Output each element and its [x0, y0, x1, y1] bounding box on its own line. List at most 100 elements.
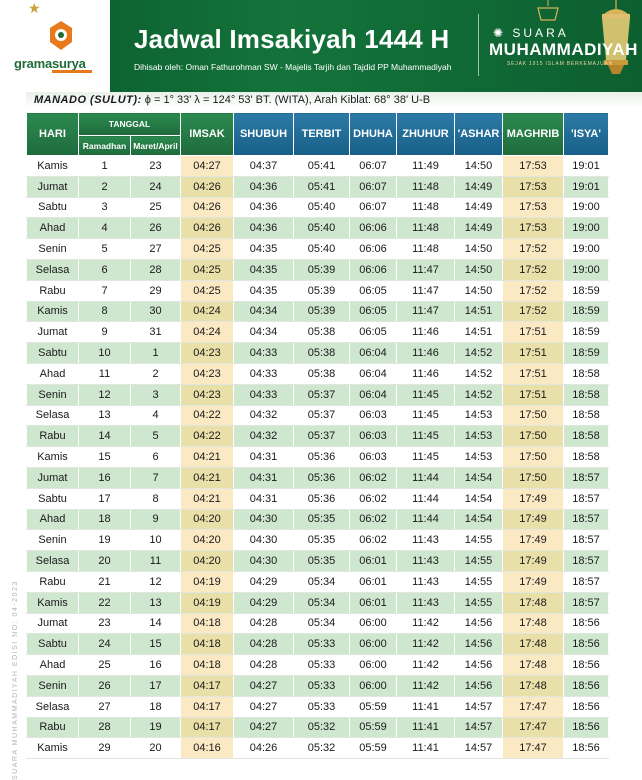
cell-maret-april: 28	[130, 259, 181, 281]
cell-maret-april: 15	[130, 633, 181, 656]
cell-ashar: 14:56	[454, 654, 503, 676]
cell-isya: 18:57	[563, 509, 609, 531]
cell-terbit: 05:32	[293, 717, 350, 739]
cell-shubuh: 04:35	[233, 280, 294, 302]
cell-maghrib: 17:53	[502, 176, 564, 198]
table-row: Kamis 15 6 04:21 04:31 05:36 06:03 11:45 14:53 17…	[26, 446, 609, 468]
cell-ashar: 14:50	[454, 280, 503, 302]
cell-shubuh: 04:27	[233, 675, 294, 697]
cell-maret-april: 7	[130, 467, 181, 489]
cell-maghrib: 17:53	[502, 197, 564, 219]
cell-ramadhan: 8	[78, 301, 131, 323]
cell-ramadhan: 1	[78, 155, 131, 177]
star-icon: ★	[28, 0, 41, 16]
cell-terbit: 05:35	[293, 550, 350, 572]
cell-ramadhan: 6	[78, 259, 131, 281]
cell-imsak: 04:17	[180, 675, 234, 697]
header-imsak: IMSAK	[180, 112, 234, 156]
cell-isya: 18:58	[563, 425, 609, 448]
brand-tagline: SEJAK 1915 ISLAM BERKEMAJUAN	[507, 61, 614, 67]
cell-ashar: 14:57	[454, 717, 503, 739]
cell-terbit: 05:34	[293, 613, 350, 635]
cell-ashar: 14:49	[454, 176, 503, 198]
cell-maghrib: 17:49	[502, 529, 564, 552]
cell-terbit: 05:36	[293, 446, 350, 468]
cell-maghrib: 17:49	[502, 550, 564, 572]
cell-maret-april: 9	[130, 509, 181, 531]
cell-dhuha: 06:02	[349, 529, 397, 552]
cell-dhuha: 05:59	[349, 696, 397, 718]
cell-ramadhan: 9	[78, 321, 131, 344]
cell-isya: 18:58	[563, 384, 609, 406]
cell-zhuhur: 11:42	[396, 633, 455, 656]
cell-isya: 19:00	[563, 259, 609, 281]
cell-imsak: 04:22	[180, 425, 234, 448]
cell-maghrib: 17:51	[502, 321, 564, 344]
cell-shubuh: 04:36	[233, 176, 294, 198]
cell-terbit: 05:39	[293, 301, 350, 323]
cell-terbit: 05:39	[293, 259, 350, 281]
header-banner: gramasurya ★ Jadwal Imsakiyah 1444 H Dih…	[0, 0, 642, 92]
cell-zhuhur: 11:41	[396, 737, 455, 760]
cell-hari: Senin	[26, 238, 79, 260]
cell-dhuha: 06:06	[349, 238, 397, 260]
location-city: MANADO (SULUT):	[34, 94, 142, 106]
cell-shubuh: 04:31	[233, 467, 294, 489]
cell-isya: 18:57	[563, 550, 609, 572]
cell-ramadhan: 22	[78, 592, 131, 614]
cell-dhuha: 06:01	[349, 592, 397, 614]
cell-maret-april: 11	[130, 550, 181, 572]
header-ashar: 'ASHAR	[454, 112, 503, 156]
cell-hari: Ahad	[26, 654, 79, 676]
cell-shubuh: 04:28	[233, 654, 294, 676]
lantern-large-icon	[602, 0, 630, 74]
publisher-logo: gramasurya	[0, 0, 110, 92]
cell-isya: 18:59	[563, 321, 609, 344]
publisher-underline	[52, 70, 92, 73]
cell-imsak: 04:17	[180, 717, 234, 739]
cell-maret-april: 14	[130, 613, 181, 635]
cell-maret-april: 13	[130, 592, 181, 614]
cell-ashar: 14:54	[454, 467, 503, 489]
cell-shubuh: 04:31	[233, 488, 294, 510]
table-row: Jumat 2 24 04:26 04:36 05:41 06:07 11:48 14:49 17…	[26, 176, 609, 198]
cell-hari: Kamis	[26, 446, 79, 468]
cell-imsak: 04:18	[180, 633, 234, 656]
cell-shubuh: 04:34	[233, 301, 294, 323]
cell-terbit: 05:35	[293, 509, 350, 531]
cell-isya: 18:56	[563, 696, 609, 718]
cell-ramadhan: 13	[78, 405, 131, 427]
cell-maret-april: 8	[130, 488, 181, 510]
cell-maghrib: 17:48	[502, 592, 564, 614]
cell-maghrib: 17:48	[502, 675, 564, 697]
cell-maghrib: 17:52	[502, 259, 564, 281]
cell-zhuhur: 11:45	[396, 384, 455, 406]
cell-ramadhan: 23	[78, 613, 131, 635]
cell-terbit: 05:37	[293, 425, 350, 448]
table-row: Sabtu 3 25 04:26 04:36 05:40 06:07 11:48 14:49 17…	[26, 197, 609, 219]
cell-terbit: 05:38	[293, 363, 350, 385]
table-row: Ahad 25 16 04:18 04:28 05:33 06:00 11:42 14:56 17…	[26, 654, 609, 676]
cell-maret-april: 27	[130, 238, 181, 260]
cell-hari: Rabu	[26, 425, 79, 448]
cell-zhuhur: 11:43	[396, 550, 455, 572]
cell-shubuh: 04:33	[233, 342, 294, 364]
cell-dhuha: 06:02	[349, 488, 397, 510]
header-zhuhur: ZHUHUR	[396, 112, 455, 156]
cell-dhuha: 06:04	[349, 384, 397, 406]
table-row: Kamis 1 23 04:27 04:37 05:41 06:07 11:49 14:50 17…	[26, 155, 609, 177]
cell-maghrib: 17:51	[502, 342, 564, 364]
cell-hari: Selasa	[26, 696, 79, 718]
cell-isya: 18:58	[563, 405, 609, 427]
cell-maghrib: 17:53	[502, 155, 564, 177]
cell-zhuhur: 11:49	[396, 155, 455, 177]
cell-zhuhur: 11:44	[396, 467, 455, 489]
cell-zhuhur: 11:45	[396, 446, 455, 468]
cell-maret-april: 20	[130, 737, 181, 760]
table-row: Rabu 21 12 04:19 04:29 05:34 06:01 11:43 14:55 17…	[26, 571, 609, 593]
cell-hari: Jumat	[26, 176, 79, 198]
cell-ashar: 14:53	[454, 425, 503, 448]
cell-shubuh: 04:32	[233, 425, 294, 448]
cell-maret-april: 29	[130, 280, 181, 302]
cell-shubuh: 04:30	[233, 509, 294, 531]
